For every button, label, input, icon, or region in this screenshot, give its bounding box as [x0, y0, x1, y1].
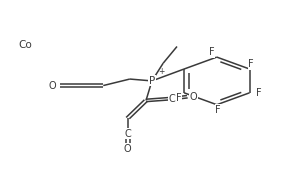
Text: O: O — [189, 92, 197, 102]
Text: P: P — [149, 76, 155, 86]
Text: F: F — [255, 88, 261, 98]
Text: C: C — [169, 94, 175, 104]
Text: F: F — [176, 93, 182, 103]
Text: F: F — [209, 47, 214, 57]
Text: F: F — [215, 105, 221, 115]
Text: O: O — [49, 81, 57, 91]
Text: C: C — [124, 129, 131, 139]
Text: F: F — [248, 59, 254, 69]
Text: O: O — [124, 144, 132, 154]
Text: Co: Co — [18, 40, 32, 50]
Text: +: + — [158, 68, 165, 76]
